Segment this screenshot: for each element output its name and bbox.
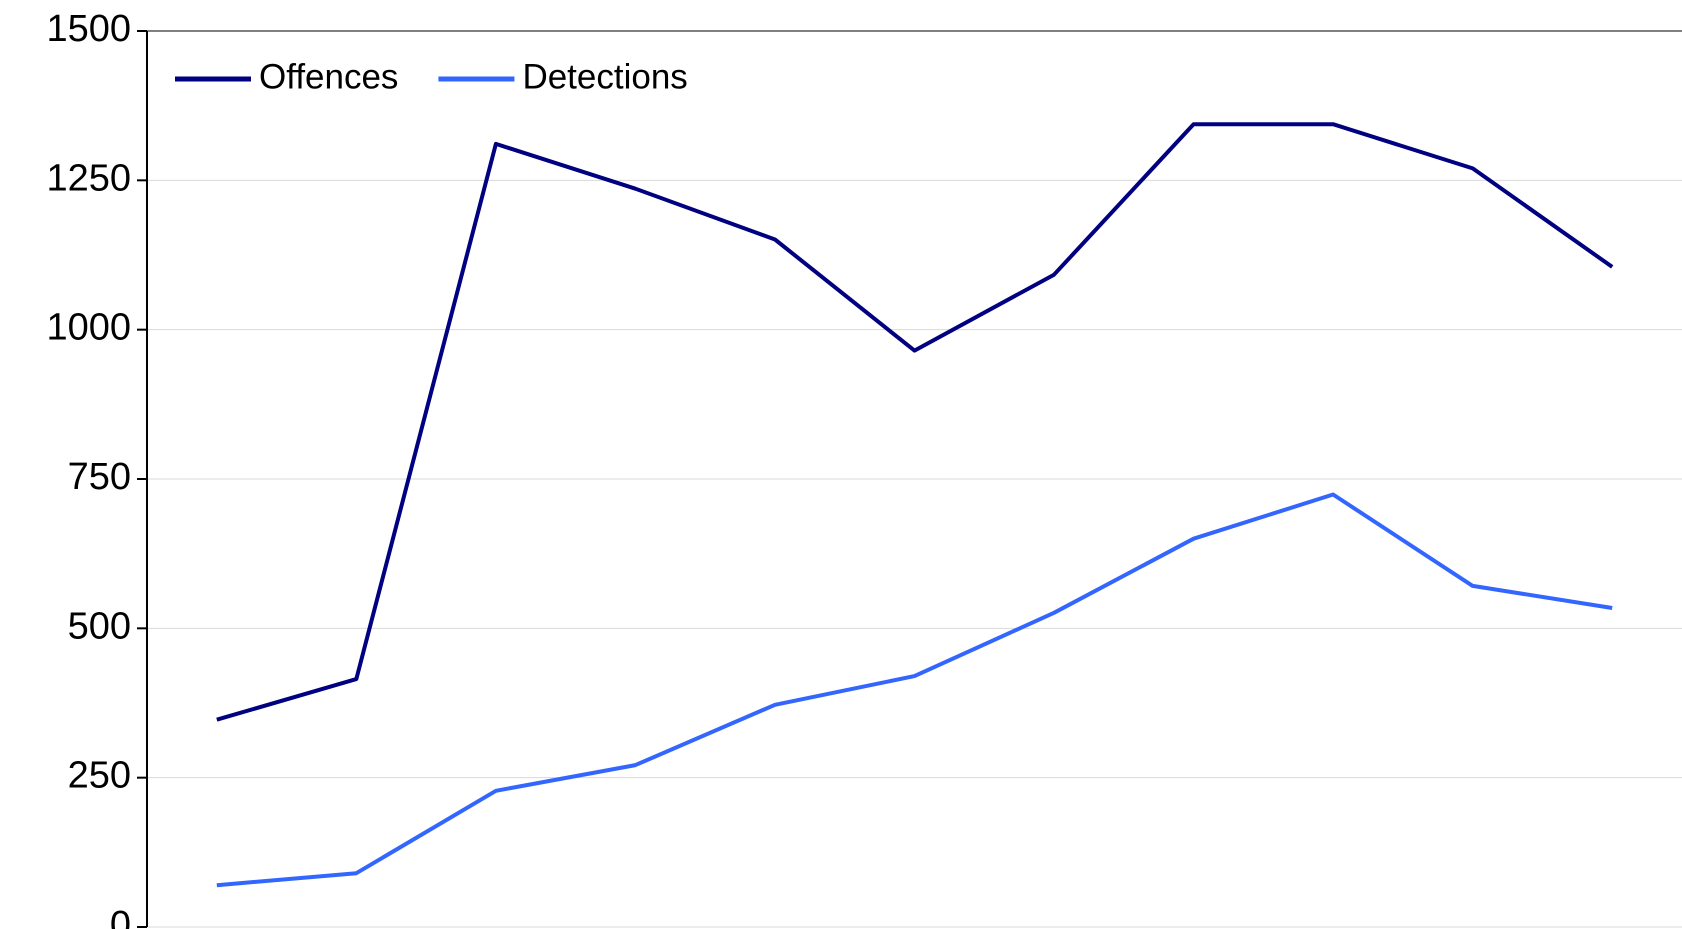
y-tick-label: 500 [68,605,131,647]
legend-label: Detections [522,57,687,96]
y-tick-label: 1500 [46,8,131,50]
y-tick-label: 1250 [46,157,131,199]
y-tick-label: 250 [68,755,131,797]
y-tick-label: 1000 [46,307,131,349]
series-line [216,492,1613,888]
y-tick-label: 0 [110,904,131,929]
legend-label: Offences [259,57,398,96]
y-tick-label: 750 [68,456,131,498]
series-line [216,122,1614,722]
